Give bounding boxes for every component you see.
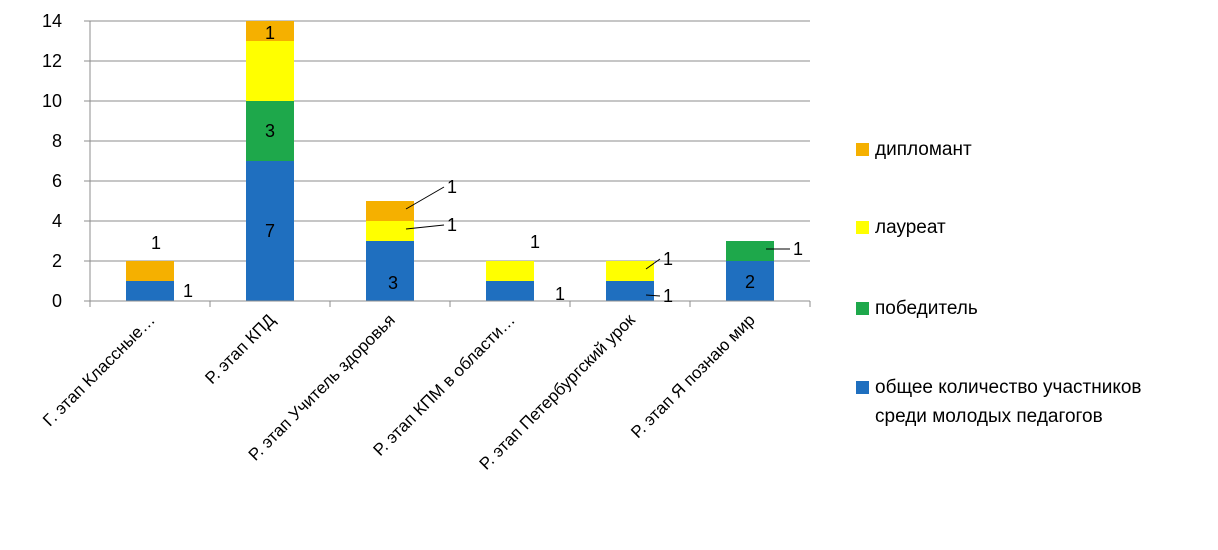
bars xyxy=(126,21,774,301)
data-label: 7 xyxy=(265,221,275,241)
legend-item-laureat: лауреат xyxy=(856,213,946,242)
data-label: 1 xyxy=(663,249,673,269)
bar-segment xyxy=(366,241,414,301)
y-tick-label: 8 xyxy=(52,131,62,151)
bar-segment xyxy=(246,41,294,101)
data-label: 1 xyxy=(183,281,193,301)
legend-label-diplomant: дипломант xyxy=(875,139,972,160)
bar-segment xyxy=(126,281,174,301)
bar-segment xyxy=(486,281,534,301)
bar-segment xyxy=(366,221,414,241)
legend-item-diplomant: дипломант xyxy=(856,135,972,164)
y-tick-label: 10 xyxy=(42,91,62,111)
bar-segment xyxy=(606,281,654,301)
data-label-leader xyxy=(645,258,661,270)
bar-segment xyxy=(606,261,654,281)
category-label: Р. этап КПМ в области… xyxy=(369,310,518,459)
legend-label-laureat: лауреат xyxy=(875,217,946,238)
y-tick-label: 14 xyxy=(42,11,62,31)
data-label: 1 xyxy=(793,239,803,259)
y-tick-label: 12 xyxy=(42,51,62,71)
y-tick-label: 4 xyxy=(52,211,62,231)
bar-segment xyxy=(246,161,294,301)
data-label: 2 xyxy=(745,272,755,292)
y-tick-label: 2 xyxy=(52,251,62,271)
legend: дипломант лауреат победитель общее колич… xyxy=(856,0,1216,550)
legend-item-participants: общее количество участников среди молоды… xyxy=(856,373,1142,431)
category-label: Р. этап Я познаю мир xyxy=(627,310,759,442)
legend-swatch-winner xyxy=(856,302,869,315)
bar-segment xyxy=(486,261,534,281)
y-tick-label: 6 xyxy=(52,171,62,191)
bar-segment xyxy=(726,241,774,261)
data-label: 3 xyxy=(388,273,398,293)
data-label: 1 xyxy=(151,233,161,253)
bar-segment xyxy=(366,201,414,221)
data-label: 1 xyxy=(555,284,565,304)
legend-item-winner: победитель xyxy=(856,294,978,323)
axes xyxy=(89,21,811,307)
y-tick-label: 0 xyxy=(52,291,62,311)
data-label: 1 xyxy=(530,232,540,252)
data-label: 1 xyxy=(265,23,275,43)
data-label: 3 xyxy=(265,121,275,141)
bar-segment xyxy=(126,261,174,281)
legend-swatch-diplomant xyxy=(856,143,869,156)
bar-segment xyxy=(726,261,774,301)
bar-segment xyxy=(246,101,294,161)
bar-segment xyxy=(246,21,294,41)
category-label: Р. этап КПД xyxy=(201,310,279,388)
data-label-leader xyxy=(405,186,445,210)
gridlines xyxy=(90,20,810,262)
data-label-leader xyxy=(645,294,661,297)
legend-label-participants: общее количество участников среди молоды… xyxy=(875,377,1142,427)
category-label: Г. этап Классные… xyxy=(39,310,159,430)
legend-label-winner: победитель xyxy=(875,298,978,319)
legend-swatch-laureat xyxy=(856,221,869,234)
y-axis-ticks: 0 2 4 6 8 10 12 14 xyxy=(42,11,90,311)
data-label: 1 xyxy=(447,177,457,197)
data-label-leader xyxy=(405,224,445,230)
data-label: 1 xyxy=(447,215,457,235)
legend-swatch-participants xyxy=(856,381,869,394)
data-label: 1 xyxy=(663,286,673,306)
